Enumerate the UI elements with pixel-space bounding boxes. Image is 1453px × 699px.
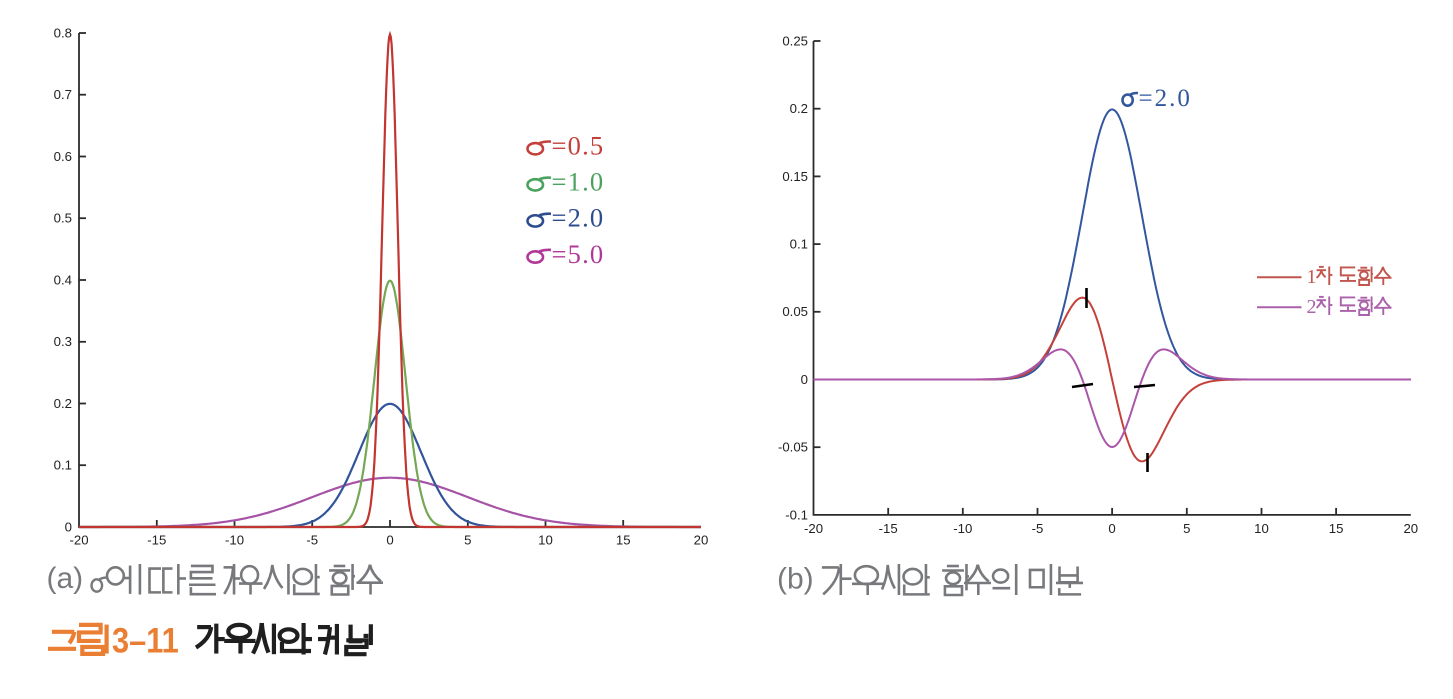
svg-text:=1.0: =1.0 xyxy=(552,167,605,197)
svg-text:0.3: 0.3 xyxy=(54,334,72,349)
svg-text:0: 0 xyxy=(801,372,808,387)
svg-text:-15: -15 xyxy=(147,533,166,548)
svg-text:20: 20 xyxy=(694,533,709,548)
svg-text:0.5: 0.5 xyxy=(54,211,72,226)
svg-text:-10: -10 xyxy=(225,533,244,548)
svg-text:=0.5: =0.5 xyxy=(552,131,605,161)
svg-text:3–11: 3–11 xyxy=(112,621,179,660)
svg-text:0: 0 xyxy=(1108,521,1115,536)
svg-text:1: 1 xyxy=(1307,266,1317,288)
svg-text:5: 5 xyxy=(464,533,471,548)
svg-text:=2.0: =2.0 xyxy=(552,203,605,233)
svg-text:-0.05: -0.05 xyxy=(778,440,808,455)
svg-text:-5: -5 xyxy=(306,533,318,548)
svg-text:-15: -15 xyxy=(879,521,898,536)
svg-text:0.1: 0.1 xyxy=(54,458,72,473)
svg-text:-10: -10 xyxy=(953,521,972,536)
svg-text:0.4: 0.4 xyxy=(54,272,72,287)
svg-text:-20: -20 xyxy=(804,521,823,536)
svg-text:10: 10 xyxy=(1254,521,1269,536)
svg-text:5: 5 xyxy=(1183,521,1190,536)
svg-text:0.25: 0.25 xyxy=(782,33,808,48)
svg-text:0.8: 0.8 xyxy=(54,25,72,40)
svg-text:0.2: 0.2 xyxy=(790,101,808,116)
svg-text:0: 0 xyxy=(65,519,72,534)
svg-text:15: 15 xyxy=(616,533,631,548)
svg-text:0.05: 0.05 xyxy=(782,304,808,319)
svg-text:0.6: 0.6 xyxy=(54,149,72,164)
svg-text:(b): (b) xyxy=(777,563,814,596)
svg-text:=2.0: =2.0 xyxy=(1139,85,1192,112)
svg-text:0.7: 0.7 xyxy=(54,87,72,102)
svg-text:-5: -5 xyxy=(1032,521,1044,536)
svg-text:(a): (a) xyxy=(47,562,84,595)
svg-text:0: 0 xyxy=(386,533,393,548)
svg-text:2: 2 xyxy=(1307,296,1317,318)
svg-text:=5.0: =5.0 xyxy=(552,239,605,269)
svg-text:0.1: 0.1 xyxy=(790,237,808,252)
svg-text:-0.1: -0.1 xyxy=(785,507,808,522)
svg-text:0.15: 0.15 xyxy=(782,169,808,184)
svg-text:-20: -20 xyxy=(69,533,88,548)
svg-text:10: 10 xyxy=(538,533,553,548)
svg-text:20: 20 xyxy=(1403,521,1418,536)
svg-text:15: 15 xyxy=(1329,521,1344,536)
svg-text:0.2: 0.2 xyxy=(54,396,72,411)
